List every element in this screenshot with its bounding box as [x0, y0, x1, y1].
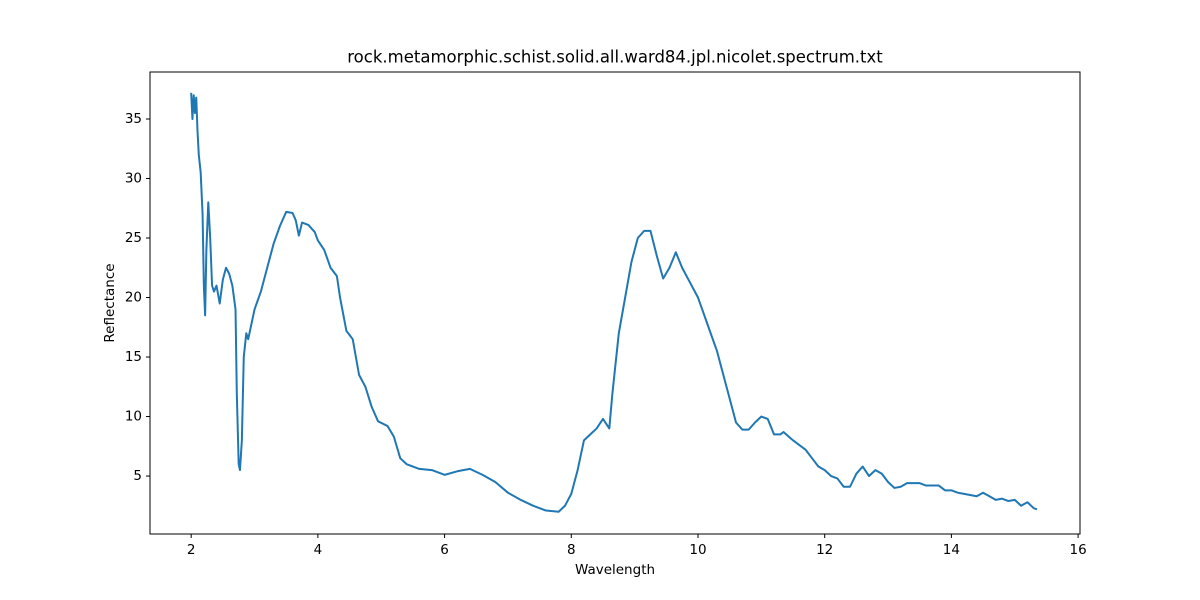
x-tick-label: 12: [816, 542, 833, 558]
x-tick-label: 10: [689, 542, 706, 558]
y-tick-label: 5: [133, 468, 142, 484]
y-tick-label: 10: [125, 409, 142, 425]
y-tick-label: 25: [125, 230, 142, 246]
y-tick-label: 30: [125, 171, 142, 187]
y-tick-label: 20: [125, 290, 142, 306]
x-axis-label: Wavelength: [575, 562, 655, 578]
x-tick-label: 6: [440, 542, 449, 558]
x-tick-label: 8: [567, 542, 576, 558]
y-tick-label: 35: [125, 111, 142, 127]
x-tick-label: 16: [1070, 542, 1087, 558]
x-tick-label: 14: [943, 542, 960, 558]
x-tick-label: 4: [314, 542, 323, 558]
chart-title: rock.metamorphic.schist.solid.all.ward84…: [347, 48, 883, 67]
plot-frame: [149, 71, 1081, 535]
y-axis-label: Reflectance: [102, 263, 118, 342]
y-tick-label: 15: [125, 349, 142, 365]
data-line: [190, 92, 1038, 513]
x-tick-label: 2: [187, 542, 196, 558]
